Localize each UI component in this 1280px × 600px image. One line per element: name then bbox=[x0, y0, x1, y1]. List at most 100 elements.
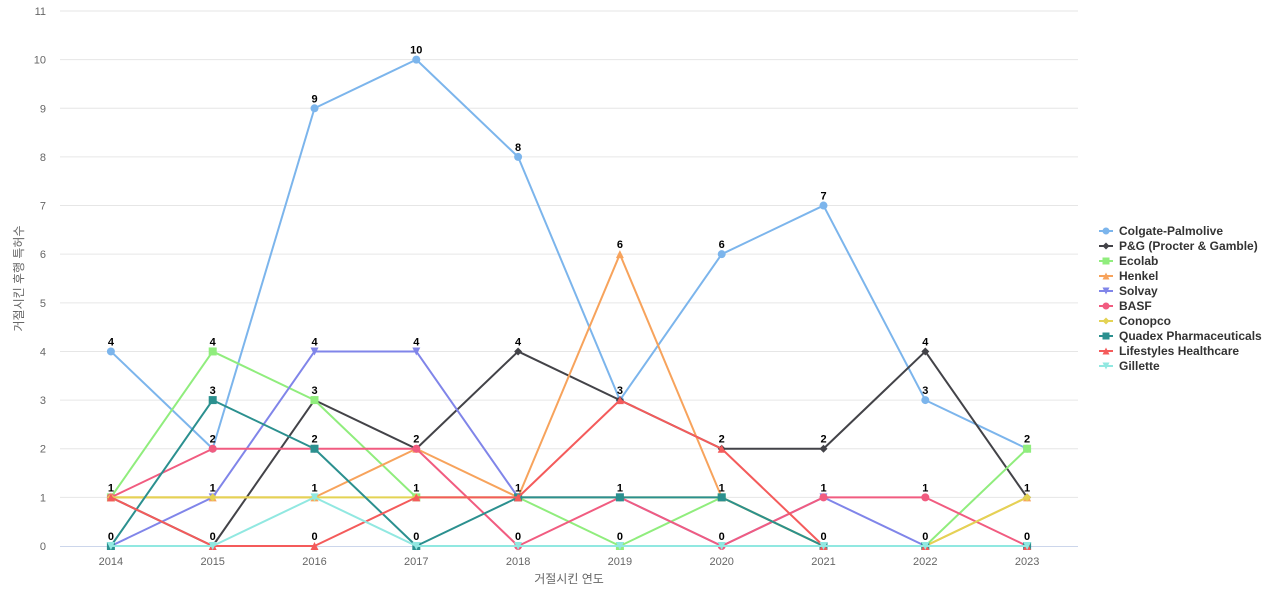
data-point[interactable] bbox=[310, 347, 319, 356]
data-label: 2 bbox=[1024, 434, 1030, 446]
data-label: 4 bbox=[515, 336, 522, 348]
legend-item[interactable]: Ecolab bbox=[1099, 254, 1158, 268]
legend-item[interactable]: Conopco bbox=[1099, 314, 1171, 328]
legend-label: P&G (Procter & Gamble) bbox=[1119, 239, 1258, 253]
data-point[interactable] bbox=[615, 493, 624, 502]
data-point[interactable] bbox=[106, 542, 115, 550]
y-tick-label: 7 bbox=[40, 201, 46, 213]
legend-marker bbox=[1102, 317, 1110, 325]
data-point[interactable] bbox=[106, 347, 115, 356]
x-tick-label: 2016 bbox=[302, 556, 326, 568]
data-point[interactable] bbox=[208, 396, 217, 405]
legend-marker bbox=[1102, 257, 1110, 265]
data-point[interactable] bbox=[412, 444, 421, 453]
data-label: 2 bbox=[413, 434, 419, 446]
data-point[interactable] bbox=[310, 542, 319, 550]
data-label: 2 bbox=[311, 434, 317, 446]
legend-marker bbox=[1102, 362, 1110, 370]
legend-item[interactable]: Lifestyles Healthcare bbox=[1099, 344, 1239, 358]
legend-item[interactable]: Colgate-Palmolive bbox=[1099, 224, 1223, 238]
data-label: 4 bbox=[413, 336, 420, 348]
data-label: 7 bbox=[820, 191, 826, 203]
data-point[interactable] bbox=[1023, 444, 1032, 453]
data-point[interactable] bbox=[208, 493, 217, 502]
legend-label: BASF bbox=[1119, 299, 1152, 313]
data-point[interactable] bbox=[921, 542, 930, 550]
data-point[interactable] bbox=[717, 493, 726, 502]
data-point[interactable] bbox=[717, 542, 726, 550]
legend-item[interactable]: P&G (Procter & Gamble) bbox=[1099, 239, 1258, 253]
y-tick-label: 1 bbox=[40, 492, 46, 504]
data-label: 3 bbox=[311, 385, 317, 397]
series-8 bbox=[106, 396, 1032, 550]
data-point[interactable] bbox=[310, 444, 319, 453]
data-label: 1 bbox=[617, 482, 623, 494]
legend-item[interactable]: Henkel bbox=[1099, 269, 1158, 283]
data-point[interactable] bbox=[310, 396, 319, 405]
data-label: 0 bbox=[515, 531, 521, 543]
data-point[interactable] bbox=[412, 55, 421, 64]
data-point[interactable] bbox=[921, 347, 930, 356]
data-label: 4 bbox=[108, 336, 115, 348]
legend-label: Henkel bbox=[1119, 269, 1158, 283]
data-point[interactable] bbox=[1023, 542, 1032, 550]
data-point[interactable] bbox=[514, 542, 523, 550]
data-point[interactable] bbox=[819, 542, 828, 550]
data-point[interactable] bbox=[514, 152, 523, 161]
series-line bbox=[110, 496, 1028, 547]
data-label: 0 bbox=[311, 531, 317, 543]
y-tick-label: 11 bbox=[35, 6, 46, 18]
y-tick-label: 6 bbox=[40, 249, 46, 261]
series-line bbox=[110, 399, 1028, 547]
data-point[interactable] bbox=[921, 493, 930, 502]
data-point[interactable] bbox=[615, 396, 624, 405]
legend-marker bbox=[1102, 332, 1110, 340]
x-tick-label: 2015 bbox=[200, 556, 224, 568]
data-label: 2 bbox=[820, 434, 826, 446]
grid bbox=[60, 10, 1078, 498]
data-label: 0 bbox=[210, 531, 216, 543]
data-point[interactable] bbox=[1023, 493, 1032, 502]
legend-marker bbox=[1102, 227, 1110, 235]
x-tick-label: 2017 bbox=[404, 556, 428, 568]
data-point[interactable] bbox=[717, 444, 726, 453]
data-point[interactable] bbox=[106, 493, 115, 502]
data-point[interactable] bbox=[514, 493, 523, 502]
data-point[interactable] bbox=[615, 250, 624, 259]
series-line bbox=[110, 58, 1028, 450]
x-tick-label: 2019 bbox=[608, 556, 632, 568]
x-tick-label: 2022 bbox=[913, 556, 937, 568]
data-point[interactable] bbox=[208, 444, 217, 453]
data-point[interactable] bbox=[819, 444, 828, 453]
legend-item[interactable]: Solvay bbox=[1099, 284, 1158, 298]
data-point[interactable] bbox=[717, 250, 726, 259]
x-tick-label: 2021 bbox=[811, 556, 835, 568]
data-label: 0 bbox=[108, 531, 114, 543]
y-tick-label: 2 bbox=[40, 444, 46, 456]
data-point[interactable] bbox=[208, 347, 217, 356]
y-tick-label: 5 bbox=[40, 298, 46, 310]
data-point[interactable] bbox=[921, 396, 930, 405]
data-point[interactable] bbox=[615, 542, 624, 550]
data-point[interactable] bbox=[310, 493, 319, 502]
data-label: 3 bbox=[922, 385, 928, 397]
data-point[interactable] bbox=[208, 542, 217, 550]
data-label: 1 bbox=[210, 482, 216, 494]
legend-item[interactable]: Quadex Pharmaceuticals bbox=[1099, 329, 1262, 343]
data-point[interactable] bbox=[412, 493, 421, 502]
data-point[interactable] bbox=[514, 347, 523, 356]
data-label: 6 bbox=[617, 239, 623, 251]
data-point[interactable] bbox=[310, 104, 319, 113]
x-axis-title: 거절시킨 연도 bbox=[534, 572, 604, 586]
data-label: 1 bbox=[1024, 482, 1030, 494]
legend-item[interactable]: Gillette bbox=[1099, 359, 1160, 373]
data-point[interactable] bbox=[819, 201, 828, 210]
series-group bbox=[106, 55, 1032, 550]
legend-item[interactable]: BASF bbox=[1099, 299, 1152, 313]
data-point[interactable] bbox=[412, 347, 421, 356]
data-label: 0 bbox=[820, 531, 826, 543]
data-point[interactable] bbox=[819, 493, 828, 502]
data-label: 10 bbox=[410, 45, 422, 57]
data-point[interactable] bbox=[412, 542, 421, 550]
data-label: 4 bbox=[210, 336, 217, 348]
